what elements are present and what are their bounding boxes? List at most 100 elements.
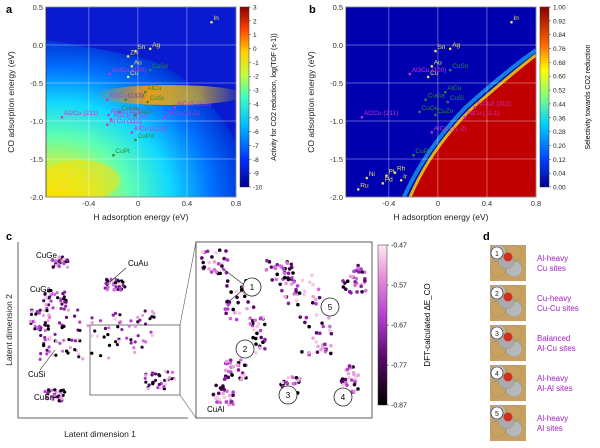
panel-c-scatter-point xyxy=(282,275,287,280)
panel-c-scatter-point xyxy=(218,400,222,405)
panel-a-point-label: Ni xyxy=(69,171,75,178)
panel-c-scatter-point xyxy=(103,326,108,331)
cluster-label-cusn: CuSn xyxy=(34,393,54,402)
panel-b-point-label: AlCu (11-1) xyxy=(467,110,500,117)
panel-a-point xyxy=(134,113,137,117)
panel-b-ylabel: CO adsorption energy (eV) xyxy=(306,51,316,153)
panel-a-point xyxy=(130,64,134,68)
panel-c-scatter-point xyxy=(221,391,225,396)
panel-c-scatter-point xyxy=(78,320,82,324)
panel-a-point xyxy=(130,131,134,134)
panel-c-scatter-point xyxy=(272,265,277,269)
panel-c-scatter-point xyxy=(235,295,239,300)
panel-b-xtick-label: 0 xyxy=(436,199,440,208)
panel-a-point xyxy=(60,115,64,119)
panel-c-scatter-point xyxy=(50,388,54,392)
panel-c-scatter-point xyxy=(48,337,52,341)
panel-a-point-label: CuSn xyxy=(152,63,169,70)
panel-b-point-label: Ru xyxy=(360,182,369,189)
panel-c-scatter-point xyxy=(151,382,155,386)
panel-b-point-label: Ag xyxy=(452,42,460,49)
panel-c-scatter-point xyxy=(352,389,357,393)
panel-a-cb-tick-label: -4 xyxy=(253,101,259,108)
panel-c-scatter-point xyxy=(211,392,216,397)
panel-c-scatter-point xyxy=(141,313,145,317)
panel-b-point xyxy=(426,75,430,79)
panel-c-scatter-point xyxy=(341,383,345,387)
panel-c-scatter-point xyxy=(286,271,291,276)
panel-c-scatter-point xyxy=(47,313,51,317)
panel-c-scatter-point xyxy=(255,331,259,336)
panel-c-scatter-point xyxy=(58,341,62,345)
panel-b-point xyxy=(408,72,412,76)
cluster-label-cuau: CuAu xyxy=(128,259,148,268)
panel-c-scatter-point xyxy=(233,310,237,315)
panel-c-scatter-point xyxy=(57,259,61,263)
panel-c-scatter-point xyxy=(47,315,52,319)
panel-c-scatter-point xyxy=(61,393,65,397)
panel-b-point-label: Ni xyxy=(369,171,375,178)
panel-c-scatter-point xyxy=(165,378,169,382)
panel-c-scatter-point xyxy=(240,374,244,378)
panel-c-scatter-point xyxy=(68,345,72,350)
panel-c-scatter-point xyxy=(290,375,295,380)
panel-b-point-label: AlCu xyxy=(447,85,461,92)
panel-b-point xyxy=(418,110,421,114)
panel-c-scatter-point xyxy=(59,389,63,393)
panel-c-scatter-point xyxy=(52,393,57,398)
panel-c-scatter-point xyxy=(326,315,331,320)
panel-c-scatter-point xyxy=(46,388,51,392)
panel-b-cb-tick-label: 0.12 xyxy=(553,157,566,164)
panel-c-scatter-point xyxy=(223,376,228,380)
panel-b-point xyxy=(448,47,452,51)
panel-c-scatter-point xyxy=(57,399,61,403)
panel-b-cb-tick-label: 0.68 xyxy=(553,60,566,67)
panel-a-point xyxy=(85,174,88,178)
panel-c-scatter-point xyxy=(173,377,177,382)
panel-c-scatter-point xyxy=(314,340,318,344)
panel-c-scatter-point xyxy=(107,326,111,330)
site-co-molecule xyxy=(503,372,513,382)
panel-c-scatter-point xyxy=(56,395,60,399)
panel-c-scatter-point xyxy=(264,268,269,272)
panel-b-point-label: CuSn xyxy=(452,63,469,70)
site-number: 5 xyxy=(495,411,499,418)
panel-b-point-label: CuSi xyxy=(450,95,464,102)
panel-a-point xyxy=(143,90,147,94)
panel-b-xtick-label: -0.4 xyxy=(382,199,395,208)
panel-c-scatter-point xyxy=(54,263,58,267)
panel-a-point xyxy=(146,100,150,104)
panel-c-scatter-point xyxy=(48,295,52,299)
panel-a-point xyxy=(109,118,113,121)
panel-c-scatter-point xyxy=(242,363,247,368)
panel-a-point-label: AlCu2 (311) xyxy=(177,100,211,107)
panel-c-scatter-point xyxy=(340,377,345,381)
panel-c-scatter-point xyxy=(302,289,307,294)
panel-c-scatter-point xyxy=(349,378,354,382)
panel-c-scatter-point xyxy=(133,340,137,344)
panel-c-scatter-point xyxy=(314,302,318,306)
panel-c-scatter-point xyxy=(98,319,103,323)
panel-a-cb-tick-label: -5 xyxy=(253,115,259,122)
panel-c-scatter-point xyxy=(65,258,69,262)
panel-label-a: a xyxy=(6,4,13,16)
panel-a-point xyxy=(148,47,152,51)
panel-b-point-label: Au xyxy=(434,59,442,66)
panel-c-scatter-point xyxy=(53,388,57,392)
panel-c-scatter-point xyxy=(42,343,46,347)
panel-c-scatter-point xyxy=(246,300,250,304)
panel-a-point-label: CuGe xyxy=(122,105,139,112)
panel-c-scatter-point xyxy=(46,303,51,307)
panel-c-scatter-point xyxy=(234,317,239,322)
panel-c-scatter-point xyxy=(60,397,64,401)
panel-c-scatter-point xyxy=(129,319,133,323)
panel-c-scatter-point xyxy=(43,292,47,296)
panel-c-scatter-point xyxy=(252,328,256,332)
panel-c-scatter-point xyxy=(127,324,131,328)
panel-c-scatter-point xyxy=(39,326,43,330)
panel-b-boundary-cyan xyxy=(402,48,536,197)
panel-a-point-label: Ru xyxy=(60,182,69,189)
panel-c-scatter-point xyxy=(298,376,302,381)
panel-c-scatter-point xyxy=(248,316,253,321)
panel-a-point xyxy=(134,138,137,142)
